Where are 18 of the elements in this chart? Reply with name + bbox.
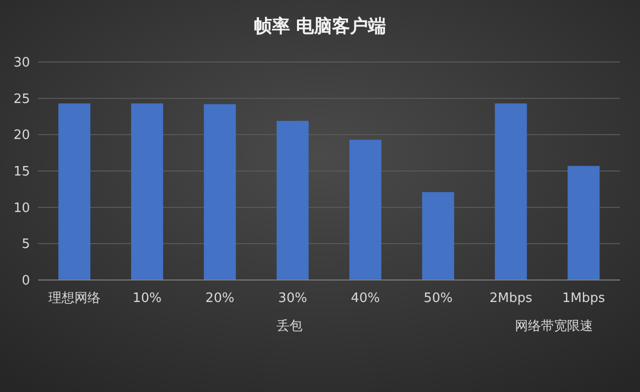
x-tick-label: 理想网络 <box>48 291 100 306</box>
y-tick-label: 25 <box>13 92 30 107</box>
y-tick-label: 30 <box>13 56 30 71</box>
x-tick-label: 40% <box>350 291 380 306</box>
x-tick-label: 10% <box>132 291 162 306</box>
y-tick-label: 0 <box>22 274 30 289</box>
text: 网络带宽限速 <box>515 318 594 334</box>
x-tick-label: 20% <box>205 291 234 306</box>
x-tick-label: 1Mbps <box>562 291 606 306</box>
y-tick-label: 10 <box>13 200 30 216</box>
x-tick-label: 50% <box>424 291 453 306</box>
y-tick-label: 15 <box>13 164 30 180</box>
y-tick-label: 5 <box>22 237 30 252</box>
y-tick-label: 20 <box>13 128 30 144</box>
x-tick-label: 2Mbps <box>489 291 532 306</box>
x-tick-label: 30% <box>278 291 308 306</box>
chart-title: 帧率 电脑客户端 <box>254 16 386 37</box>
text: 丢包 <box>276 319 302 334</box>
